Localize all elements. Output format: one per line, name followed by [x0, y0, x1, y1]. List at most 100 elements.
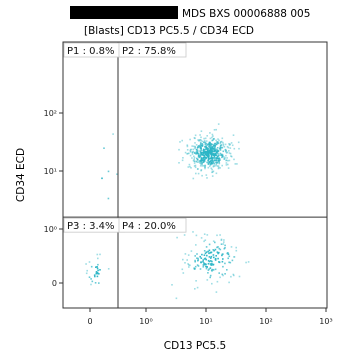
- event-point: [205, 140, 208, 142]
- event-point: [195, 280, 197, 282]
- event-point: [203, 262, 205, 264]
- event-point: [200, 142, 202, 145]
- event-point: [90, 283, 92, 286]
- event-point: [203, 148, 205, 151]
- event-point: [206, 148, 209, 151]
- event-point: [202, 154, 204, 156]
- event-point: [204, 137, 207, 140]
- quadrant-label-box-p2: [118, 42, 187, 58]
- event-point: [206, 177, 208, 179]
- event-point: [210, 251, 213, 254]
- event-point: [229, 147, 232, 149]
- event-point: [210, 260, 212, 262]
- x-tick-label: 10²: [259, 317, 272, 326]
- event-point: [214, 153, 216, 156]
- event-point: [225, 150, 227, 153]
- event-point: [200, 152, 203, 154]
- event-point: [203, 139, 206, 142]
- event-point: [200, 130, 203, 132]
- event-point: [200, 163, 202, 165]
- event-point: [235, 249, 238, 252]
- event-point: [205, 246, 208, 248]
- event-point: [214, 157, 216, 159]
- event-point: [197, 145, 200, 147]
- event-point: [213, 161, 215, 163]
- quadrant-labels: P1 : 0.8% P2 : 75.8% P3 : 3.4% P4 : 20.0%: [63, 42, 187, 233]
- event-point: [204, 166, 206, 169]
- event-point: [203, 263, 206, 266]
- event-point: [209, 263, 212, 265]
- event-point: [190, 250, 193, 252]
- event-point: [107, 170, 110, 173]
- event-point: [204, 239, 207, 241]
- event-point: [184, 151, 187, 154]
- event-point: [229, 143, 231, 146]
- event-point: [210, 257, 212, 259]
- event-point: [222, 243, 225, 245]
- event-point: [186, 153, 188, 155]
- x-tick-label: 10³: [319, 317, 332, 326]
- event-point: [210, 159, 212, 162]
- event-point: [194, 288, 196, 290]
- event-point: [218, 272, 220, 274]
- event-point: [196, 253, 198, 255]
- event-point: [193, 155, 195, 158]
- event-point: [99, 269, 101, 271]
- event-point: [209, 146, 211, 148]
- event-point: [200, 136, 202, 139]
- event-point: [182, 157, 184, 159]
- event-point: [196, 257, 198, 259]
- event-point: [203, 250, 206, 252]
- event-point: [217, 152, 219, 155]
- event-point: [190, 167, 192, 169]
- event-point: [221, 137, 224, 140]
- event-point: [217, 166, 220, 169]
- event-point: [194, 142, 196, 144]
- event-point: [199, 150, 201, 152]
- event-point: [229, 261, 232, 264]
- event-point: [212, 139, 214, 141]
- event-point: [194, 260, 196, 263]
- event-point: [218, 154, 220, 156]
- event-point: [205, 148, 207, 150]
- event-point: [200, 161, 202, 164]
- event-point: [90, 265, 93, 268]
- event-point: [211, 145, 213, 148]
- event-point: [211, 262, 213, 265]
- event-point: [214, 248, 217, 251]
- event-point: [201, 144, 204, 146]
- event-point: [206, 161, 208, 164]
- event-point: [182, 272, 185, 274]
- event-point: [193, 267, 195, 269]
- event-point: [223, 241, 225, 243]
- event-point: [193, 156, 196, 159]
- event-point: [218, 159, 220, 162]
- event-point: [204, 252, 207, 255]
- event-point: [193, 162, 196, 164]
- event-point: [193, 158, 195, 160]
- event-point: [96, 267, 99, 270]
- event-point: [204, 257, 207, 260]
- event-point: [188, 264, 190, 266]
- event-point: [215, 159, 218, 162]
- event-point: [204, 166, 206, 168]
- event-point: [200, 237, 203, 239]
- event-point: [201, 165, 204, 167]
- event-point: [203, 240, 205, 243]
- event-point: [228, 255, 231, 258]
- event-point: [200, 257, 203, 259]
- event-point: [98, 282, 100, 284]
- event-point: [227, 167, 230, 169]
- event-point: [195, 160, 198, 163]
- event-point: [212, 148, 215, 150]
- event-point: [224, 244, 226, 247]
- event-point: [215, 291, 218, 293]
- event-point: [202, 264, 205, 266]
- event-point: [225, 150, 227, 152]
- event-point: [216, 251, 219, 253]
- event-point: [207, 259, 210, 262]
- chart-subtitle: [Blasts] CD13 PC5.5 / CD34 ECD: [84, 25, 254, 37]
- event-point: [202, 266, 205, 268]
- event-point: [195, 144, 198, 146]
- event-point: [191, 157, 193, 159]
